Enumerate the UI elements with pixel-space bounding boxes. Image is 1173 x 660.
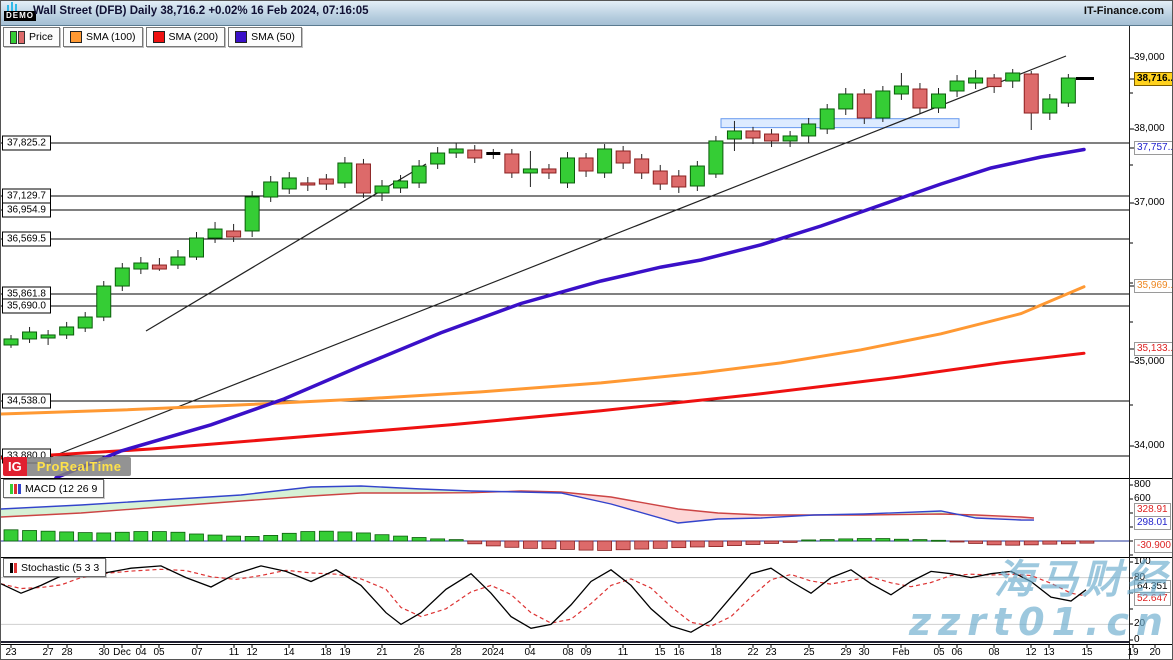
stoch-legend-tab[interactable]: Stochastic (5 3 3 [3,558,107,577]
legend-row: Price SMA (100) SMA (200) SMA (50) [3,27,302,47]
date-axis-label: 29 [840,647,852,658]
stoch-axis-label: 100 [1134,556,1151,567]
stoch-legend-label: Stochastic (5 3 3 [21,561,100,574]
date-axis-label: 16 [673,647,685,658]
date-axis-label: 15 [654,647,666,658]
sma-legend-tabs: SMA (100) SMA (200) SMA (50) [62,27,302,47]
stoch-axis-label: 20 [1134,618,1146,629]
date-axis-label: 30 [98,647,110,658]
date-axis-label: 14 [283,647,295,658]
price-axis-label: 37,000 [1134,197,1165,208]
date-axis-label: 12 [246,647,258,658]
macd-legend-tab[interactable]: MACD (12 26 9 [3,479,105,498]
sma-legend-label: SMA (100) [85,31,136,43]
date-axis-label: 05 [933,647,945,658]
price-legend-label: Price [29,31,53,43]
date-axis-label: 26 [413,647,425,658]
price-axis-label: 38,716.. [1134,72,1172,86]
instrument-title: Wall Street (DFB) Daily 38,716.2 +0.02% … [33,5,369,17]
price-axis-label: 35,969.. [1134,279,1172,293]
date-axis-label: 23 [765,647,777,658]
date-axis-label: 27 [42,647,54,658]
stoch-axis-label: 0 [1134,634,1140,645]
date-axis-label: 22 [747,647,759,658]
price-axis-label: 37,757.. [1134,141,1172,155]
stoch-bottom-border [1,641,1129,643]
date-axis-label: 19 [1127,647,1139,658]
prt-badge: IG ProRealTime [3,457,132,476]
price-legend-tab[interactable]: Price [3,27,60,47]
level-label[interactable]: 34,538.0 [2,393,51,409]
candles-icon [10,30,25,44]
level-label[interactable]: 37,129.7 [2,188,51,204]
date-axis-label: 05 [153,647,165,658]
price-axis-label: 35,133.. [1134,342,1172,356]
price-axis-label: 38,000 [1134,123,1165,134]
date-axis-label: 04 [524,647,536,658]
macd-axis-label: -30.900 [1134,539,1172,553]
ig-logo: IG [3,457,27,476]
date-axis-label: 12 [1025,647,1037,658]
sma-legend-label: SMA (50) [251,31,295,43]
date-axis-label: 09 [580,647,592,658]
sma-color-swatch [152,31,165,43]
x-axis-line [1,644,1172,645]
date-axis-label: 23 [5,647,17,658]
macd-icon [10,483,21,494]
level-label[interactable]: 35,690.0 [2,298,51,314]
date-axis-label: 13 [1043,647,1055,658]
level-label[interactable]: 37,825.2 [2,135,51,151]
date-axis-label: 20 [1149,647,1161,658]
date-axis-label: 2024 [481,647,505,658]
date-axis-label: 08 [562,647,574,658]
date-axis-label: Feb [892,647,910,658]
date-axis-label: Dec [113,647,131,658]
price-axis-line [1129,25,1130,659]
date-axis-label: 18 [320,647,332,658]
macd-axis-label: 328.91 [1134,503,1171,517]
title-bar [1,1,1172,26]
sma-color-swatch [69,31,82,43]
macd-axis-label: 600 [1134,493,1151,504]
candlestick-mini-icon [7,2,17,11]
level-label[interactable]: 36,569.5 [2,231,51,247]
brand-label: IT-Finance.com [1083,5,1164,17]
sma-legend-label: SMA (200) [168,31,219,43]
demo-badge: DEMO [4,11,36,21]
price-axis-label: 34,000 [1134,440,1165,451]
sma-legend-tab[interactable]: SMA (50) [228,27,302,47]
sma-legend-tab[interactable]: SMA (100) [62,27,143,47]
date-axis-label: 11 [228,647,240,658]
date-axis-label: 18 [710,647,722,658]
date-axis-label: 04 [135,647,147,658]
level-label[interactable]: 36,954.9 [2,202,51,218]
date-axis-label: 25 [803,647,815,658]
price-axis-label: 35,000 [1134,356,1165,367]
date-axis-label: 11 [617,647,629,658]
stoch-axis-label: 52.647 [1134,592,1171,606]
macd-panel-border [1,478,1172,479]
prorealtime-logo: ProRealTime [26,457,132,476]
date-axis-label: 07 [191,647,203,658]
stoch-panel-border [1,557,1172,558]
date-axis-label: 19 [339,647,351,658]
stoch-axis-label: 80 [1134,572,1146,583]
macd-legend-label: MACD (12 26 9 [25,482,98,495]
date-axis-label: 06 [951,647,963,658]
date-axis-label: 28 [450,647,462,658]
price-axis-label: 39,000 [1134,52,1165,63]
date-axis-label: 21 [376,647,388,658]
date-axis-label: 28 [61,647,73,658]
date-axis-label: 15 [1081,647,1093,658]
sma-legend-tab[interactable]: SMA (200) [145,27,226,47]
macd-axis-label: 800 [1134,479,1151,490]
date-axis-label: 30 [858,647,870,658]
date-axis-label: 08 [988,647,1000,658]
sma-color-swatch [235,31,248,43]
stochastic-icon [10,562,17,573]
macd-axis-label: 298.01 [1134,516,1171,530]
